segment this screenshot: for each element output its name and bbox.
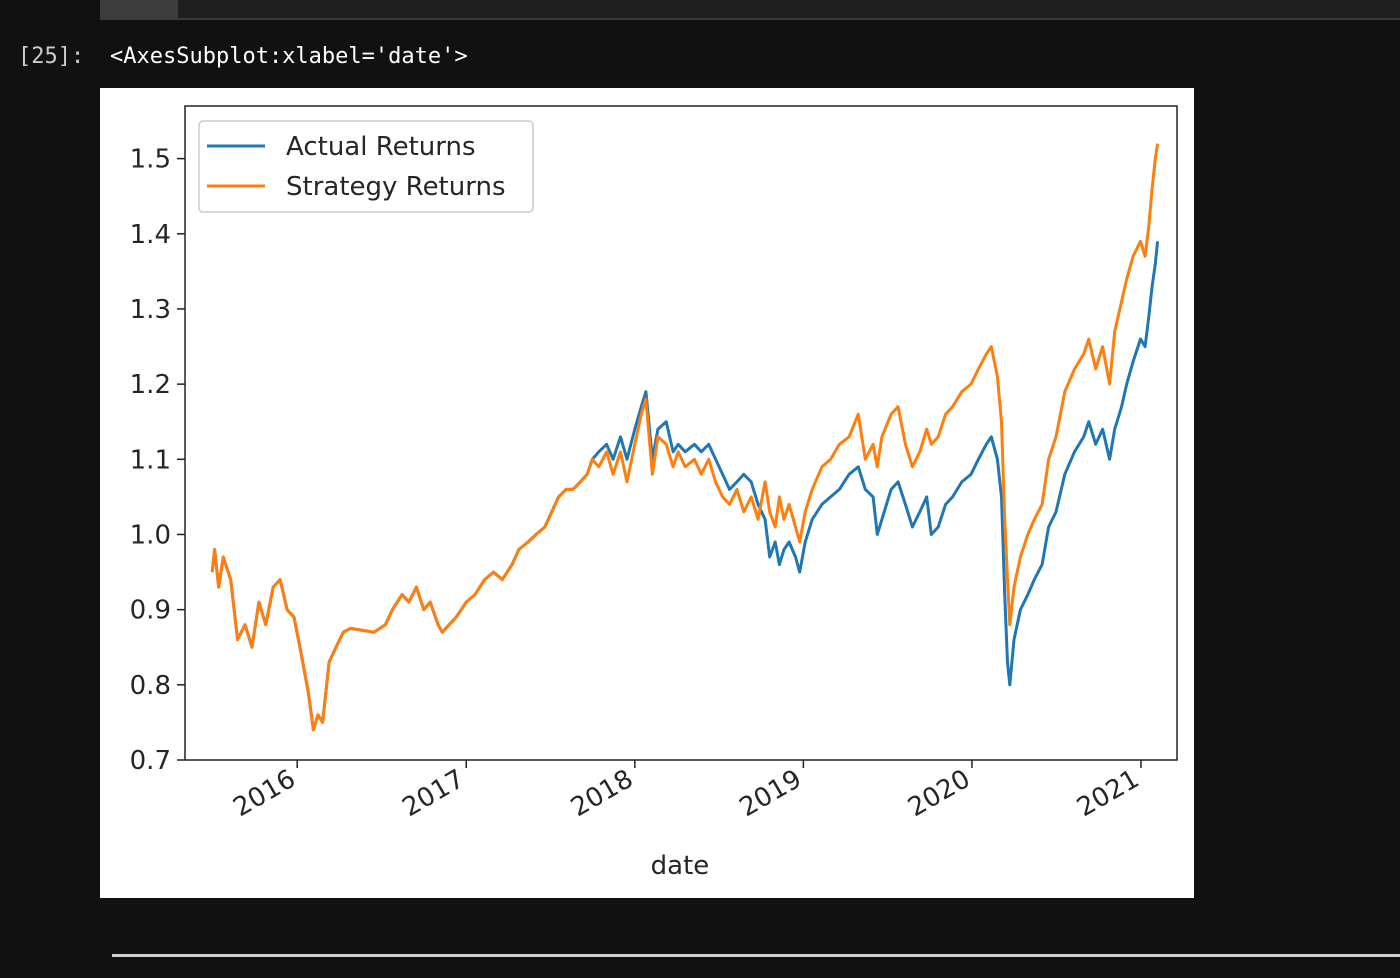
x-axis-label: date — [651, 851, 710, 881]
x-tick-label: 2016 — [228, 764, 300, 823]
horizontal-scrollbar[interactable] — [100, 0, 1400, 20]
x-tick-label: 2017 — [397, 764, 469, 823]
legend-label-strategy-returns: Strategy Returns — [286, 172, 506, 202]
y-tick-label: 0.9 — [130, 596, 171, 626]
scrollbar-thumb[interactable] — [100, 0, 178, 18]
series-layer — [210, 143, 1160, 732]
series-line-actual-returns — [210, 241, 1160, 732]
x-tick-label: 2018 — [566, 764, 638, 823]
series-line-strategy-returns — [210, 143, 1160, 732]
chart-figure: 0.7 0.8 0.9 1.0 1.1 1.2 1.3 1.4 1.5 2016 2017 2018… — [100, 88, 1194, 898]
y-tick-label: 1.2 — [130, 370, 171, 400]
legend-box — [198, 120, 534, 213]
y-tick-label: 1.0 — [130, 520, 171, 550]
y-tick-label: 1.5 — [130, 145, 171, 175]
x-axis: 2016 2017 2018 2019 2020 2021 — [228, 760, 1144, 823]
x-tick-label: 2019 — [735, 764, 807, 823]
cell-divider — [112, 954, 1400, 957]
cell-output-text: <AxesSubplot:xlabel='date'> — [110, 44, 468, 69]
plot-frame — [184, 105, 1178, 761]
legend: Actual Returns Strategy Returns — [198, 120, 534, 213]
y-tick-label: 0.8 — [130, 671, 171, 701]
y-tick-label: 1.1 — [130, 445, 171, 475]
line-chart: 0.7 0.8 0.9 1.0 1.1 1.2 1.3 1.4 1.5 2016 2017 2018… — [130, 105, 1178, 881]
y-tick-label: 0.7 — [130, 746, 171, 776]
y-axis: 0.7 0.8 0.9 1.0 1.1 1.2 1.3 1.4 1.5 — [130, 145, 185, 776]
x-tick-label: 2020 — [903, 764, 975, 823]
y-tick-label: 1.4 — [130, 220, 171, 250]
legend-label-actual-returns: Actual Returns — [286, 132, 476, 162]
y-tick-label: 1.3 — [130, 295, 171, 325]
cell-prompt: [25]: — [18, 44, 85, 69]
x-tick-label: 2021 — [1072, 764, 1144, 823]
